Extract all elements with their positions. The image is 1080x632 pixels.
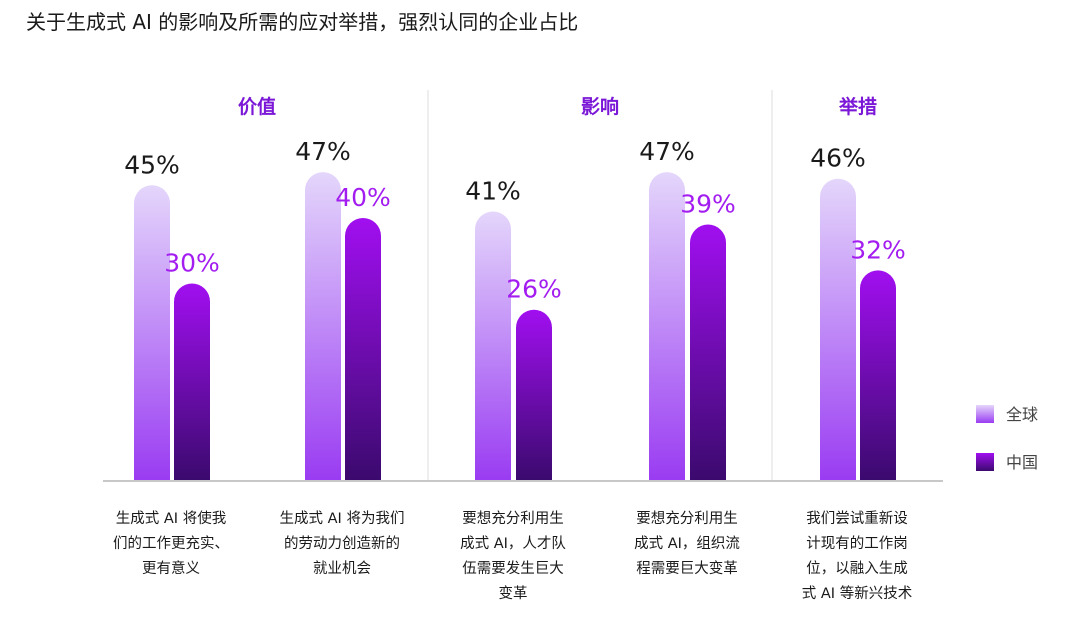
bar-china: [516, 309, 552, 480]
bar-china: [345, 218, 381, 480]
data-labels: 45% 47% 41% 47% 46% 30% 40% 26% 39% 32%: [124, 137, 906, 304]
value-label-china: 40%: [335, 183, 391, 212]
legend-swatch: [976, 405, 994, 423]
bar-global: [134, 185, 170, 480]
value-label-global: 47%: [295, 137, 351, 166]
category-label: 生成式 AI 将为我们的劳动力创造新的就业机会: [280, 510, 405, 577]
bar-china: [860, 270, 896, 480]
value-label-china: 39%: [680, 190, 736, 219]
bar-global: [475, 211, 511, 480]
value-label-global: 46%: [810, 144, 866, 173]
category-label: 要想充分利用生成式 AI，组织流程需要巨大变革: [634, 510, 740, 577]
value-label-china: 30%: [164, 249, 220, 278]
category-label: 要想充分利用生成式 AI，人才队伍需要发生巨大变革: [460, 510, 566, 602]
group-label: 举措: [838, 95, 877, 118]
legend-label: 全球: [1006, 405, 1038, 424]
bar-global: [649, 172, 685, 480]
chart-title: 关于生成式 AI 的影响及所需的应对举措，强烈认同的企业占比: [26, 10, 578, 34]
category-label: 生成式 AI 将使我们的工作更充实、更有意义: [113, 510, 229, 577]
value-label-china: 32%: [850, 235, 906, 264]
value-label-china: 26%: [506, 275, 562, 304]
legend-swatch: [976, 453, 994, 471]
bar-china: [690, 224, 726, 480]
bar-global: [305, 172, 341, 480]
bar-china: [174, 283, 210, 480]
value-label-global: 41%: [465, 176, 521, 205]
group-label: 价值: [238, 95, 276, 118]
bars: [134, 172, 896, 480]
category-label: 我们尝试重新设计现有的工作岗位，以融入生成式 AI 等新兴技术: [802, 510, 912, 602]
bar-global: [820, 178, 856, 480]
group-labels: 价值 影响 举措: [238, 95, 877, 118]
legend-label: 中国: [1006, 453, 1038, 472]
value-label-global: 47%: [639, 137, 695, 166]
group-label: 影响: [581, 95, 619, 118]
value-label-global: 45%: [124, 150, 180, 179]
